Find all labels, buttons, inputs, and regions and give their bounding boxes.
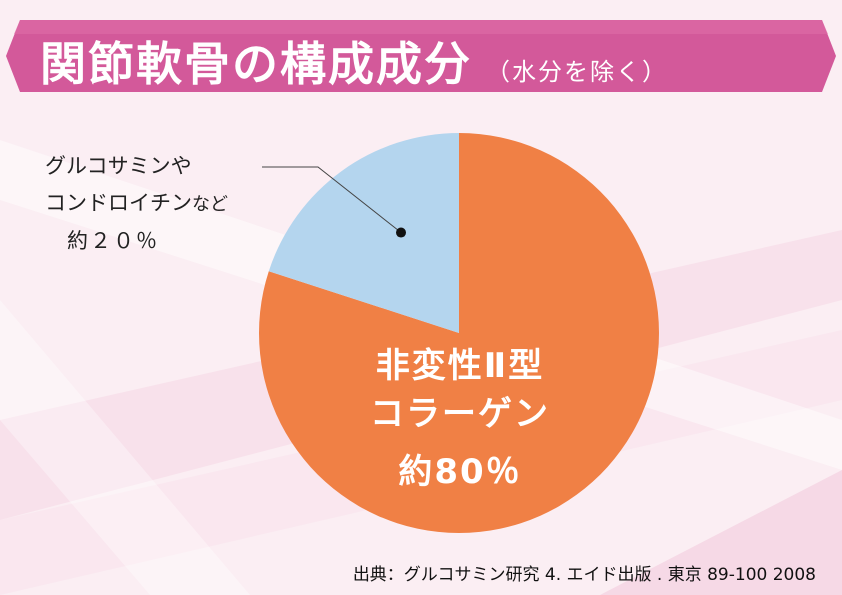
callout-line-2-main: コンドロイチン <box>45 191 192 215</box>
collagen-label-line-2: コラーゲン <box>370 394 550 434</box>
callout-line-1: グルコサミンや <box>45 154 192 178</box>
callout-line-2: コンドロイチンなど <box>45 185 228 223</box>
collagen-percent: 約80％ <box>398 452 522 492</box>
callout-percent: 約２０％ <box>67 229 159 253</box>
title-banner <box>6 20 836 92</box>
callout-dot <box>396 227 406 238</box>
callout-leader-line <box>262 166 402 233</box>
source-citation: 出典：グルコサミン研究 4. エイド出版 . 東京 89-100 2008 <box>352 565 816 585</box>
callout-line-2-suffix: など <box>192 194 228 215</box>
pie-slice-other <box>268 133 459 333</box>
collagen-label: 非変性Ⅱ型 コラーゲン 約80％ <box>340 342 580 502</box>
collagen-label-line-1: 非変性Ⅱ型 <box>375 346 545 386</box>
callout-label: グルコサミンや コンドロイチンなど 約２０％ <box>45 148 228 260</box>
title-subtitle-text: （水分を除く） <box>486 58 668 86</box>
title-main-text: 関節軟骨の構成成分 <box>40 37 472 91</box>
pie-slice-collagen <box>259 133 659 534</box>
page-title: 関節軟骨の構成成分 （水分を除く） <box>40 28 668 92</box>
